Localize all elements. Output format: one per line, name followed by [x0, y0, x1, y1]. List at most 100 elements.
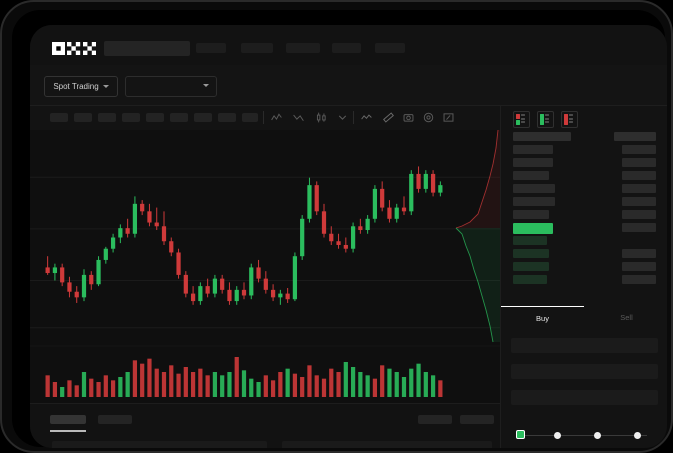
orderbook-price-cell: [513, 210, 549, 219]
orderbook-size-cell: [622, 145, 656, 154]
device-bezel: Spot Trading: [12, 10, 667, 448]
ticker-bar: Spot Trading: [30, 65, 667, 140]
tab-sell[interactable]: Sell: [620, 312, 633, 322]
orderbook-size-cell: [622, 197, 656, 206]
slider-track: [519, 435, 647, 436]
orderbook-row[interactable]: [501, 132, 667, 142]
order-card-1[interactable]: [52, 441, 267, 448]
tab-open-orders[interactable]: [50, 415, 86, 424]
order-amount-input[interactable]: [511, 364, 658, 379]
order-card-2[interactable]: [282, 441, 492, 448]
okx-trading-app: Spot Trading: [30, 25, 667, 448]
nav-item-trade[interactable]: [241, 43, 273, 53]
orderbook-row[interactable]: [501, 262, 667, 272]
slider-node-1[interactable]: [554, 432, 561, 439]
nav-item-derivatives[interactable]: [286, 43, 320, 53]
orderbook-price-cell: [513, 158, 553, 167]
timeframe-1d[interactable]: [194, 113, 212, 122]
orderbook-row[interactable]: [501, 236, 667, 246]
orderbook-display-modes: [513, 111, 578, 128]
orderbook-price-cell: [513, 197, 555, 206]
orderbook-size-cell: [614, 132, 656, 141]
orderbook-size-cell: [622, 158, 656, 167]
orderbook-row[interactable]: [501, 145, 667, 155]
amount-percent-slider[interactable]: [500, 425, 667, 448]
orderbook-price-cell: [513, 249, 549, 258]
line-chart-icon[interactable]: [360, 111, 373, 124]
market-depth-chart: [452, 129, 500, 345]
orderbook-mode-both-icon[interactable]: [513, 111, 530, 128]
candlestick-chart[interactable]: [30, 130, 500, 345]
order-total-input[interactable]: [511, 390, 658, 405]
timeframe-15m[interactable]: [98, 113, 116, 122]
settings-gear-icon[interactable]: [422, 111, 435, 124]
toolbar-divider: [353, 111, 354, 124]
timeframe-4h[interactable]: [170, 113, 188, 122]
chevron-down-icon: [203, 84, 209, 87]
ruler-icon[interactable]: [382, 111, 395, 124]
slider-node-2[interactable]: [594, 432, 601, 439]
trading-pair-selector[interactable]: [125, 76, 217, 97]
top-navigation-bar: [30, 25, 667, 65]
nav-item-more[interactable]: [375, 43, 405, 53]
timeframe-1h[interactable]: [146, 113, 164, 122]
search-input[interactable]: [104, 41, 190, 56]
orderbook-size-cell: [622, 249, 656, 258]
chevron-down-icon[interactable]: [336, 111, 349, 124]
tab-buy[interactable]: Buy: [501, 306, 584, 329]
orderbook-size-cell: [622, 223, 656, 232]
orderbook-size-cell: [622, 171, 656, 180]
candle-type-icon[interactable]: [315, 111, 328, 124]
orderbook-row[interactable]: [501, 184, 667, 194]
toolbar-divider: [263, 111, 264, 124]
orderbook-size-cell: [622, 275, 656, 284]
orderbook-row[interactable]: [501, 158, 667, 168]
orderbook-price-cell: [513, 184, 555, 193]
orderbook-price-cell: [513, 275, 547, 284]
order-form: [500, 328, 667, 425]
orderbook-row[interactable]: [501, 171, 667, 181]
orderbook-row[interactable]: [501, 210, 667, 220]
order-book: [500, 106, 667, 306]
slider-node-0[interactable]: [516, 430, 525, 439]
orderbook-mode-asks-icon[interactable]: [561, 111, 578, 128]
spot-trading-selector[interactable]: Spot Trading: [44, 76, 118, 97]
orderbook-price-cell: [513, 145, 553, 154]
order-form-tabs: Buy Sell: [500, 306, 667, 328]
orderbook-mode-bids-icon[interactable]: [537, 111, 554, 128]
orderbook-price-cell: [513, 223, 553, 234]
orderbook-price-cell: [513, 262, 549, 271]
volume-histogram: [30, 347, 500, 403]
slider-node-3[interactable]: [634, 432, 641, 439]
timeframe-30m[interactable]: [122, 113, 140, 122]
indicators-icon[interactable]: [270, 111, 283, 124]
panel-action-1[interactable]: [418, 415, 452, 424]
timeframe-1m[interactable]: [50, 113, 68, 122]
timeframe-1mo[interactable]: [242, 113, 258, 122]
orderbook-row[interactable]: [501, 223, 667, 234]
fullscreen-icon[interactable]: [442, 111, 455, 124]
panel-action-2[interactable]: [460, 415, 494, 424]
spot-trading-label: Spot Trading: [53, 82, 99, 91]
orderbook-size-cell: [622, 184, 656, 193]
orderbook-size-cell: [622, 210, 656, 219]
orderbook-size-cell: [622, 262, 656, 271]
tab-order-history[interactable]: [98, 415, 132, 424]
orderbook-row[interactable]: [501, 275, 667, 285]
okx-logo[interactable]: [52, 42, 96, 55]
orderbook-rows: [501, 132, 667, 288]
orderbook-price-cell: [513, 132, 571, 141]
order-price-input[interactable]: [511, 338, 658, 353]
chevron-down-icon: [102, 85, 109, 88]
compare-icon[interactable]: [292, 111, 305, 124]
timeframe-5m[interactable]: [74, 113, 92, 122]
active-tab-underline: [50, 430, 86, 432]
nav-item-earn[interactable]: [332, 43, 361, 53]
timeframe-1w[interactable]: [218, 113, 236, 122]
orderbook-row[interactable]: [501, 249, 667, 259]
nav-item-markets[interactable]: [196, 43, 226, 53]
camera-icon[interactable]: [402, 111, 415, 124]
orderbook-row[interactable]: [501, 197, 667, 207]
orderbook-price-cell: [513, 236, 547, 245]
